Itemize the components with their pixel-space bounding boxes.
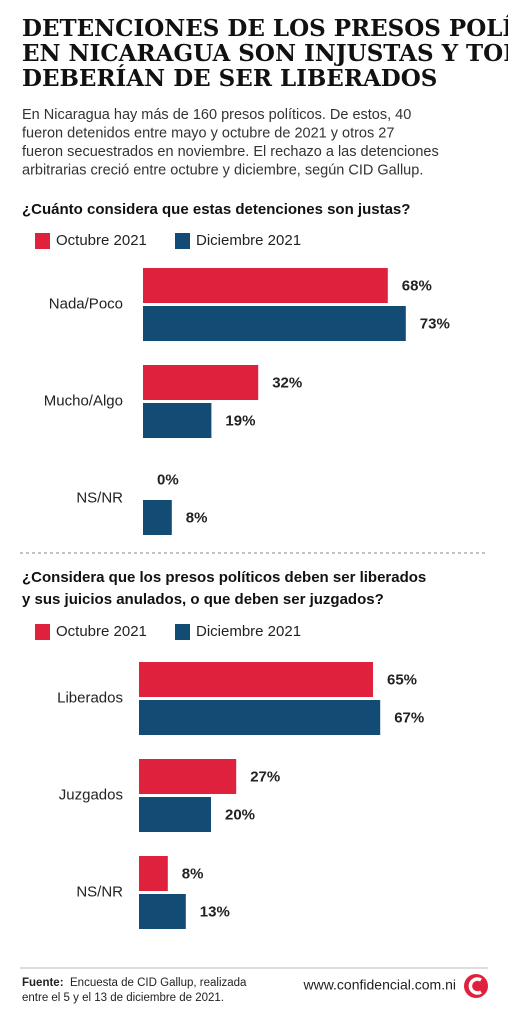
legend-swatch xyxy=(35,624,50,640)
legend-label: Diciembre 2021 xyxy=(196,232,301,249)
value-label: 73% xyxy=(420,315,450,332)
value-label: 8% xyxy=(182,865,204,882)
question: ¿Cuánto considera que estas detenciones … xyxy=(22,201,410,218)
bar xyxy=(143,365,259,400)
title: EN NICARAGUA SON INJUSTAS Y TODOS xyxy=(22,40,508,67)
bar xyxy=(139,856,168,891)
subtitle: En Nicaragua hay más de 160 presos polít… xyxy=(22,107,411,123)
legend-label: Octubre 2021 xyxy=(56,232,147,249)
logo xyxy=(464,974,488,998)
legend-swatch xyxy=(175,233,190,249)
legend-label: Octubre 2021 xyxy=(56,623,147,640)
category-label: NS/NR xyxy=(76,489,123,506)
bar xyxy=(143,306,406,341)
category-label: NS/NR xyxy=(76,883,123,900)
value-label: 67% xyxy=(394,709,424,726)
value-label: 0% xyxy=(157,471,179,488)
source-label: Fuente: xyxy=(22,977,64,989)
value-label: 32% xyxy=(272,374,302,391)
value-label: 8% xyxy=(186,509,208,526)
subtitle: fueron secuestrados en noviembre. El rec… xyxy=(22,144,439,160)
category-label: Liberados xyxy=(57,689,123,706)
value-label: 65% xyxy=(387,671,417,688)
value-label: 68% xyxy=(402,277,432,294)
bar xyxy=(143,403,212,438)
source-text: entre el 5 y el 13 de diciembre de 2021. xyxy=(22,992,224,1004)
question: y sus juicios anulados, o que deben ser … xyxy=(22,591,384,608)
category-label: Juzgados xyxy=(59,786,123,803)
subtitle: arbitrarias creció entre octubre y dicie… xyxy=(22,162,423,178)
category-label: Mucho/Algo xyxy=(44,392,123,409)
bar xyxy=(139,894,186,929)
category-label: Nada/Poco xyxy=(49,295,123,312)
website: www.confidencial.com.ni xyxy=(302,977,456,993)
subtitle: fueron detenidos entre mayo y octubre de… xyxy=(22,125,394,141)
legend-label: Diciembre 2021 xyxy=(196,623,301,640)
bar xyxy=(139,797,211,832)
value-label: 27% xyxy=(250,768,280,785)
source-text: Encuesta de CID Gallup, realizada xyxy=(70,977,247,989)
title: DEBERÍAN DE SER LIBERADOS xyxy=(22,65,437,92)
legend-swatch xyxy=(35,233,50,249)
value-label: 13% xyxy=(200,903,230,920)
bar xyxy=(139,700,381,735)
question: ¿Considera que los presos políticos debe… xyxy=(22,569,426,586)
bar xyxy=(143,268,388,303)
legend-swatch xyxy=(175,624,190,640)
bar xyxy=(139,662,373,697)
title: DETENCIONES DE LOS PRESOS POLÍTICOS xyxy=(22,15,508,42)
value-label: 20% xyxy=(225,806,255,823)
value-label: 19% xyxy=(225,412,255,429)
bar xyxy=(139,759,237,794)
bar xyxy=(143,500,172,535)
